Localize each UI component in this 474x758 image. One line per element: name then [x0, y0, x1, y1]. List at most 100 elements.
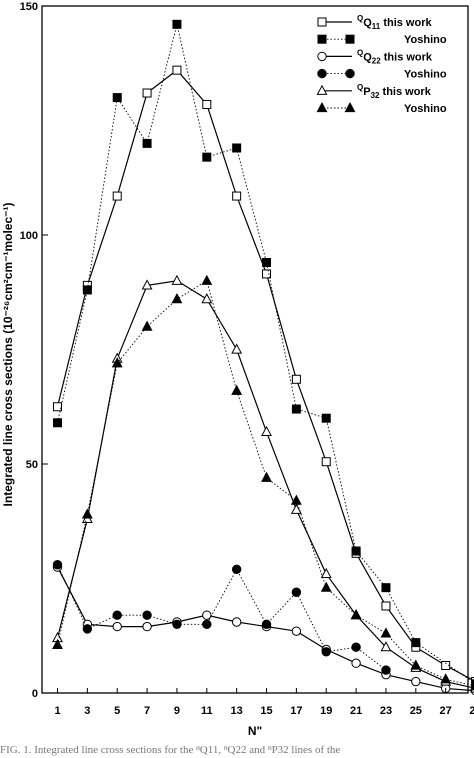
- legend-entry: QQ11 this work: [317, 14, 432, 31]
- y-tick-label: 50: [26, 459, 38, 471]
- axis-ticks: 135791113151719212325272931050100150: [20, 1, 474, 717]
- series-line: [57, 24, 474, 684]
- triangle-point: [171, 293, 183, 304]
- legend-circle-marker: [317, 68, 327, 79]
- legend-label: QQ22 this work: [357, 48, 433, 65]
- square-point: [232, 143, 242, 153]
- series-1: [53, 19, 474, 689]
- circle-point: [351, 658, 361, 668]
- legend-label: QP32 this work: [357, 83, 432, 100]
- series-layer: [52, 19, 474, 696]
- triangle-point: [290, 503, 302, 514]
- triangle-point: [320, 581, 332, 592]
- series-2: [52, 562, 474, 696]
- x-tick-label: 13: [231, 705, 243, 717]
- square-point: [291, 404, 301, 414]
- legend-entry: QP32 this work: [316, 83, 432, 100]
- square-point: [321, 457, 331, 467]
- circle-point: [142, 621, 152, 632]
- y-tick-label: 100: [20, 230, 38, 242]
- circle-point: [82, 624, 93, 634]
- x-axis-label: N": [248, 724, 262, 738]
- circle-point: [112, 621, 122, 632]
- legend-circle-marker: [317, 51, 327, 62]
- triangle-point: [410, 659, 422, 670]
- square-point: [53, 418, 62, 428]
- square-point: [172, 65, 182, 75]
- triangle-point: [141, 320, 153, 331]
- square-point: [142, 138, 152, 148]
- triangle-point: [261, 425, 272, 437]
- x-tick-label: 11: [201, 705, 213, 717]
- figure-caption: FIG. 1. Integrated line cross sections f…: [0, 744, 341, 756]
- circle-point: [202, 619, 212, 629]
- legend-entry: Yoshino: [317, 68, 447, 81]
- circle-point: [381, 665, 391, 675]
- triangle-point: [141, 279, 153, 290]
- x-tick-label: 5: [114, 705, 120, 717]
- circle-point: [231, 617, 242, 627]
- circle-point: [411, 676, 421, 687]
- x-tick-label: 25: [410, 705, 422, 717]
- x-tick-label: 15: [260, 705, 272, 717]
- legend-entry: Yoshino: [316, 101, 447, 115]
- x-tick-label: 29: [469, 705, 474, 717]
- legend-square-marker: [317, 17, 327, 27]
- y-tick-label: 150: [20, 1, 38, 13]
- legend-label: Yoshino: [404, 34, 447, 46]
- plot-border: [41, 5, 469, 694]
- series-line: [56, 69, 474, 682]
- square-point: [262, 257, 272, 267]
- square-point: [142, 88, 152, 98]
- square-point: [411, 638, 421, 648]
- x-tick-label: 23: [380, 705, 392, 717]
- legend-triangle-marker: [316, 101, 328, 113]
- square-point: [262, 269, 272, 279]
- triangle-point: [111, 357, 123, 368]
- series-5: [52, 274, 474, 691]
- square-point: [321, 413, 331, 423]
- series-line: [57, 564, 387, 671]
- square-point: [471, 679, 474, 689]
- circle-point: [291, 626, 302, 636]
- x-tick-label: 3: [84, 705, 90, 717]
- square-point: [202, 99, 212, 109]
- legend-triangle-marker: [344, 101, 356, 113]
- circle-point: [351, 642, 361, 652]
- circle-point: [231, 564, 242, 575]
- x-tick-label: 27: [440, 705, 452, 717]
- triangle-point: [470, 682, 474, 691]
- legend-triangle-marker: [316, 84, 328, 95]
- x-tick-label: 21: [350, 705, 362, 717]
- x-tick-label: 9: [174, 705, 180, 717]
- circle-point: [172, 619, 182, 629]
- triangle-point: [350, 609, 362, 620]
- triangle-point: [380, 641, 392, 652]
- triangle-point: [171, 274, 183, 285]
- triangle-point: [231, 343, 243, 354]
- circle-point: [321, 647, 331, 657]
- x-tick-label: 19: [320, 705, 332, 717]
- legend-square-marker: [317, 34, 327, 44]
- square-point: [112, 93, 122, 103]
- triangle-point: [52, 638, 63, 650]
- square-point: [441, 661, 451, 671]
- square-point: [232, 191, 242, 201]
- legend-label: Yoshino: [404, 69, 447, 81]
- legend-label: QQ11 this work: [357, 14, 432, 31]
- legend-square-marker: [345, 34, 355, 44]
- series-0: [53, 65, 474, 687]
- circle-point: [261, 619, 272, 629]
- x-tick-label: 7: [144, 705, 150, 717]
- square-point: [112, 191, 122, 201]
- square-point: [172, 19, 182, 29]
- circle-point: [202, 610, 212, 620]
- x-tick-label: 1: [54, 705, 60, 717]
- square-point: [381, 601, 391, 611]
- legend-entry: QQ22 this work: [317, 48, 433, 65]
- square-point: [291, 374, 301, 384]
- y-tick-label: 0: [32, 688, 38, 700]
- triangle-point: [81, 508, 93, 519]
- legend: QQ11 this work Yoshino QQ22 this work Yoshi…: [316, 14, 447, 115]
